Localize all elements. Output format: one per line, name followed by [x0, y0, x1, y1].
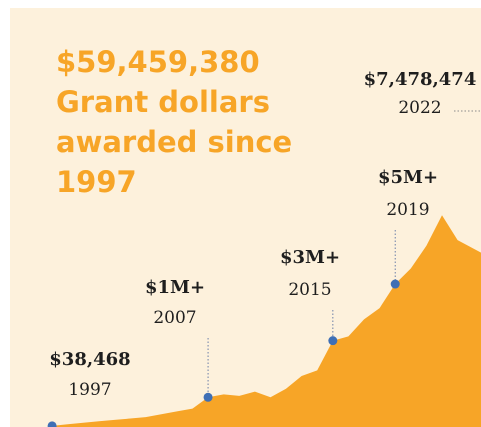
value-label: $3M+ [280, 247, 340, 268]
point [390, 279, 400, 289]
point [328, 336, 338, 346]
value-label: $5M+ [378, 167, 438, 188]
year-label: 2007 [153, 308, 196, 328]
year-label: 2022 [398, 98, 441, 118]
title-line: $59,459,380 [56, 45, 260, 79]
title-line: 1997 [56, 165, 137, 199]
value-label: $1M+ [145, 277, 205, 298]
point [203, 392, 213, 402]
year-label: 2015 [288, 280, 331, 300]
title-line: awarded since [56, 125, 292, 159]
area [52, 215, 481, 427]
value-label: $38,468 [49, 349, 130, 370]
title-line: Grant dollars [56, 85, 270, 119]
value-label: $7,478,474 [364, 69, 477, 90]
year-label: 2019 [386, 200, 429, 220]
year-label: 1997 [68, 380, 111, 400]
point [47, 421, 57, 427]
